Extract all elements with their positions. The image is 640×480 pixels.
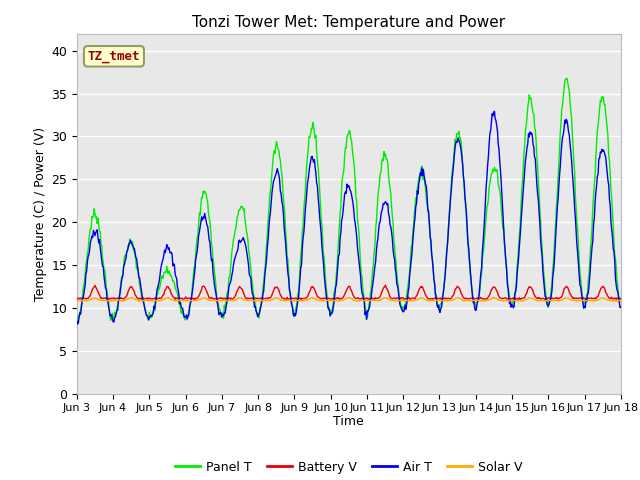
Solar V (73, 298, 81, 303)
Solar V (139, 298, 147, 303)
Solar V (194, 298, 202, 303)
Line: Solar V: Solar V (77, 297, 621, 301)
Battery V (139, 295, 147, 301)
Air T (139, 296, 147, 302)
Legend: Panel T, Battery V, Air T, Solar V: Panel T, Battery V, Air T, Solar V (170, 456, 528, 479)
Solar V (415, 296, 422, 301)
Battery V (617, 296, 625, 302)
Panel T (195, 221, 202, 227)
Air T (223, 300, 230, 306)
X-axis label: Time: Time (333, 415, 364, 428)
Solar V (223, 298, 230, 304)
Panel T (73, 313, 81, 319)
Line: Battery V: Battery V (77, 285, 621, 300)
Battery V (223, 296, 230, 301)
Text: TZ_tmet: TZ_tmet (88, 50, 140, 63)
Line: Panel T: Panel T (77, 78, 621, 322)
Battery V (381, 282, 389, 288)
Air T (194, 242, 202, 248)
Panel T (84, 251, 92, 256)
Panel T (140, 297, 147, 302)
Title: Tonzi Tower Met: Temperature and Power: Tonzi Tower Met: Temperature and Power (192, 15, 506, 30)
Panel T (223, 289, 231, 295)
Solar V (617, 298, 625, 303)
Battery V (541, 297, 549, 303)
Air T (491, 108, 499, 114)
Panel T (617, 295, 625, 300)
Solar V (83, 298, 90, 304)
Line: Air T: Air T (77, 111, 621, 325)
Panel T (416, 173, 424, 179)
Solar V (490, 294, 497, 300)
Battery V (194, 295, 202, 300)
Air T (415, 180, 422, 186)
Air T (83, 268, 90, 274)
Panel T (74, 319, 81, 324)
Battery V (416, 286, 424, 292)
Battery V (431, 295, 439, 300)
Air T (73, 322, 81, 328)
Air T (431, 281, 438, 287)
Battery V (73, 297, 81, 302)
Air T (617, 304, 625, 310)
Solar V (431, 297, 438, 303)
Y-axis label: Temperature (C) / Power (V): Temperature (C) / Power (V) (34, 127, 47, 300)
Panel T (431, 291, 439, 297)
Solar V (545, 299, 552, 304)
Battery V (83, 296, 90, 301)
Panel T (563, 75, 571, 81)
